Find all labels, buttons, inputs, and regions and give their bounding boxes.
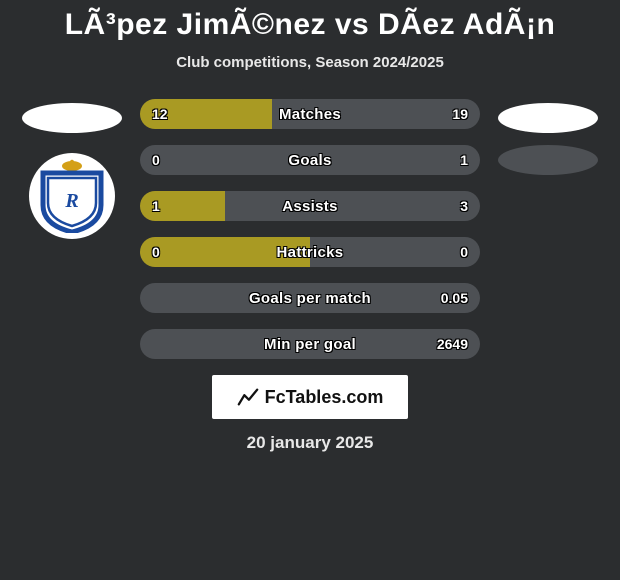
stat-bar: Min per goal2649 xyxy=(140,329,480,359)
stat-bar-right-fill xyxy=(310,237,480,267)
svg-text:R: R xyxy=(64,190,78,212)
stat-bar-left-fill xyxy=(140,99,272,129)
footer-brand-text: FcTables.com xyxy=(265,387,384,408)
stat-bar-right-fill xyxy=(272,99,480,129)
player-right-badge-2 xyxy=(498,145,598,175)
date-text: 20 january 2025 xyxy=(247,433,374,453)
shield-icon: R xyxy=(37,159,107,233)
player-right-badge-1 xyxy=(498,103,598,133)
stats-area: R Matches1219 Goals01 Assists13 Hattricks00… xyxy=(0,99,620,359)
footer-brand-logo: FcTables.com xyxy=(212,375,408,419)
comparison-subtitle: Club competitions, Season 2024/2025 xyxy=(176,54,444,71)
stat-bar: Hattricks00 xyxy=(140,237,480,267)
stat-bar-right-fill xyxy=(140,283,480,313)
player-left-club-emblem: R xyxy=(29,153,115,239)
stat-bar-left-fill xyxy=(140,237,310,267)
stat-bar-left-fill xyxy=(140,191,225,221)
stat-bar-right-fill xyxy=(225,191,480,221)
stat-bars: Matches1219 Goals01 Assists13 Hattricks00 Go… xyxy=(140,99,480,359)
stat-bar: Matches1219 xyxy=(140,99,480,129)
stat-bar: Goals per match0.05 xyxy=(140,283,480,313)
player-left-column: R xyxy=(22,99,122,239)
player-left-badge-1 xyxy=(22,103,122,133)
comparison-title: LÃ³pez JimÃ©nez vs DÃez AdÃ¡n xyxy=(65,8,556,42)
stat-bar: Assists13 xyxy=(140,191,480,221)
stat-bar-right-fill xyxy=(140,329,480,359)
chart-line-icon xyxy=(237,386,259,408)
player-right-column xyxy=(498,99,598,175)
stat-bar: Goals01 xyxy=(140,145,480,175)
stat-bar-right-fill xyxy=(140,145,480,175)
